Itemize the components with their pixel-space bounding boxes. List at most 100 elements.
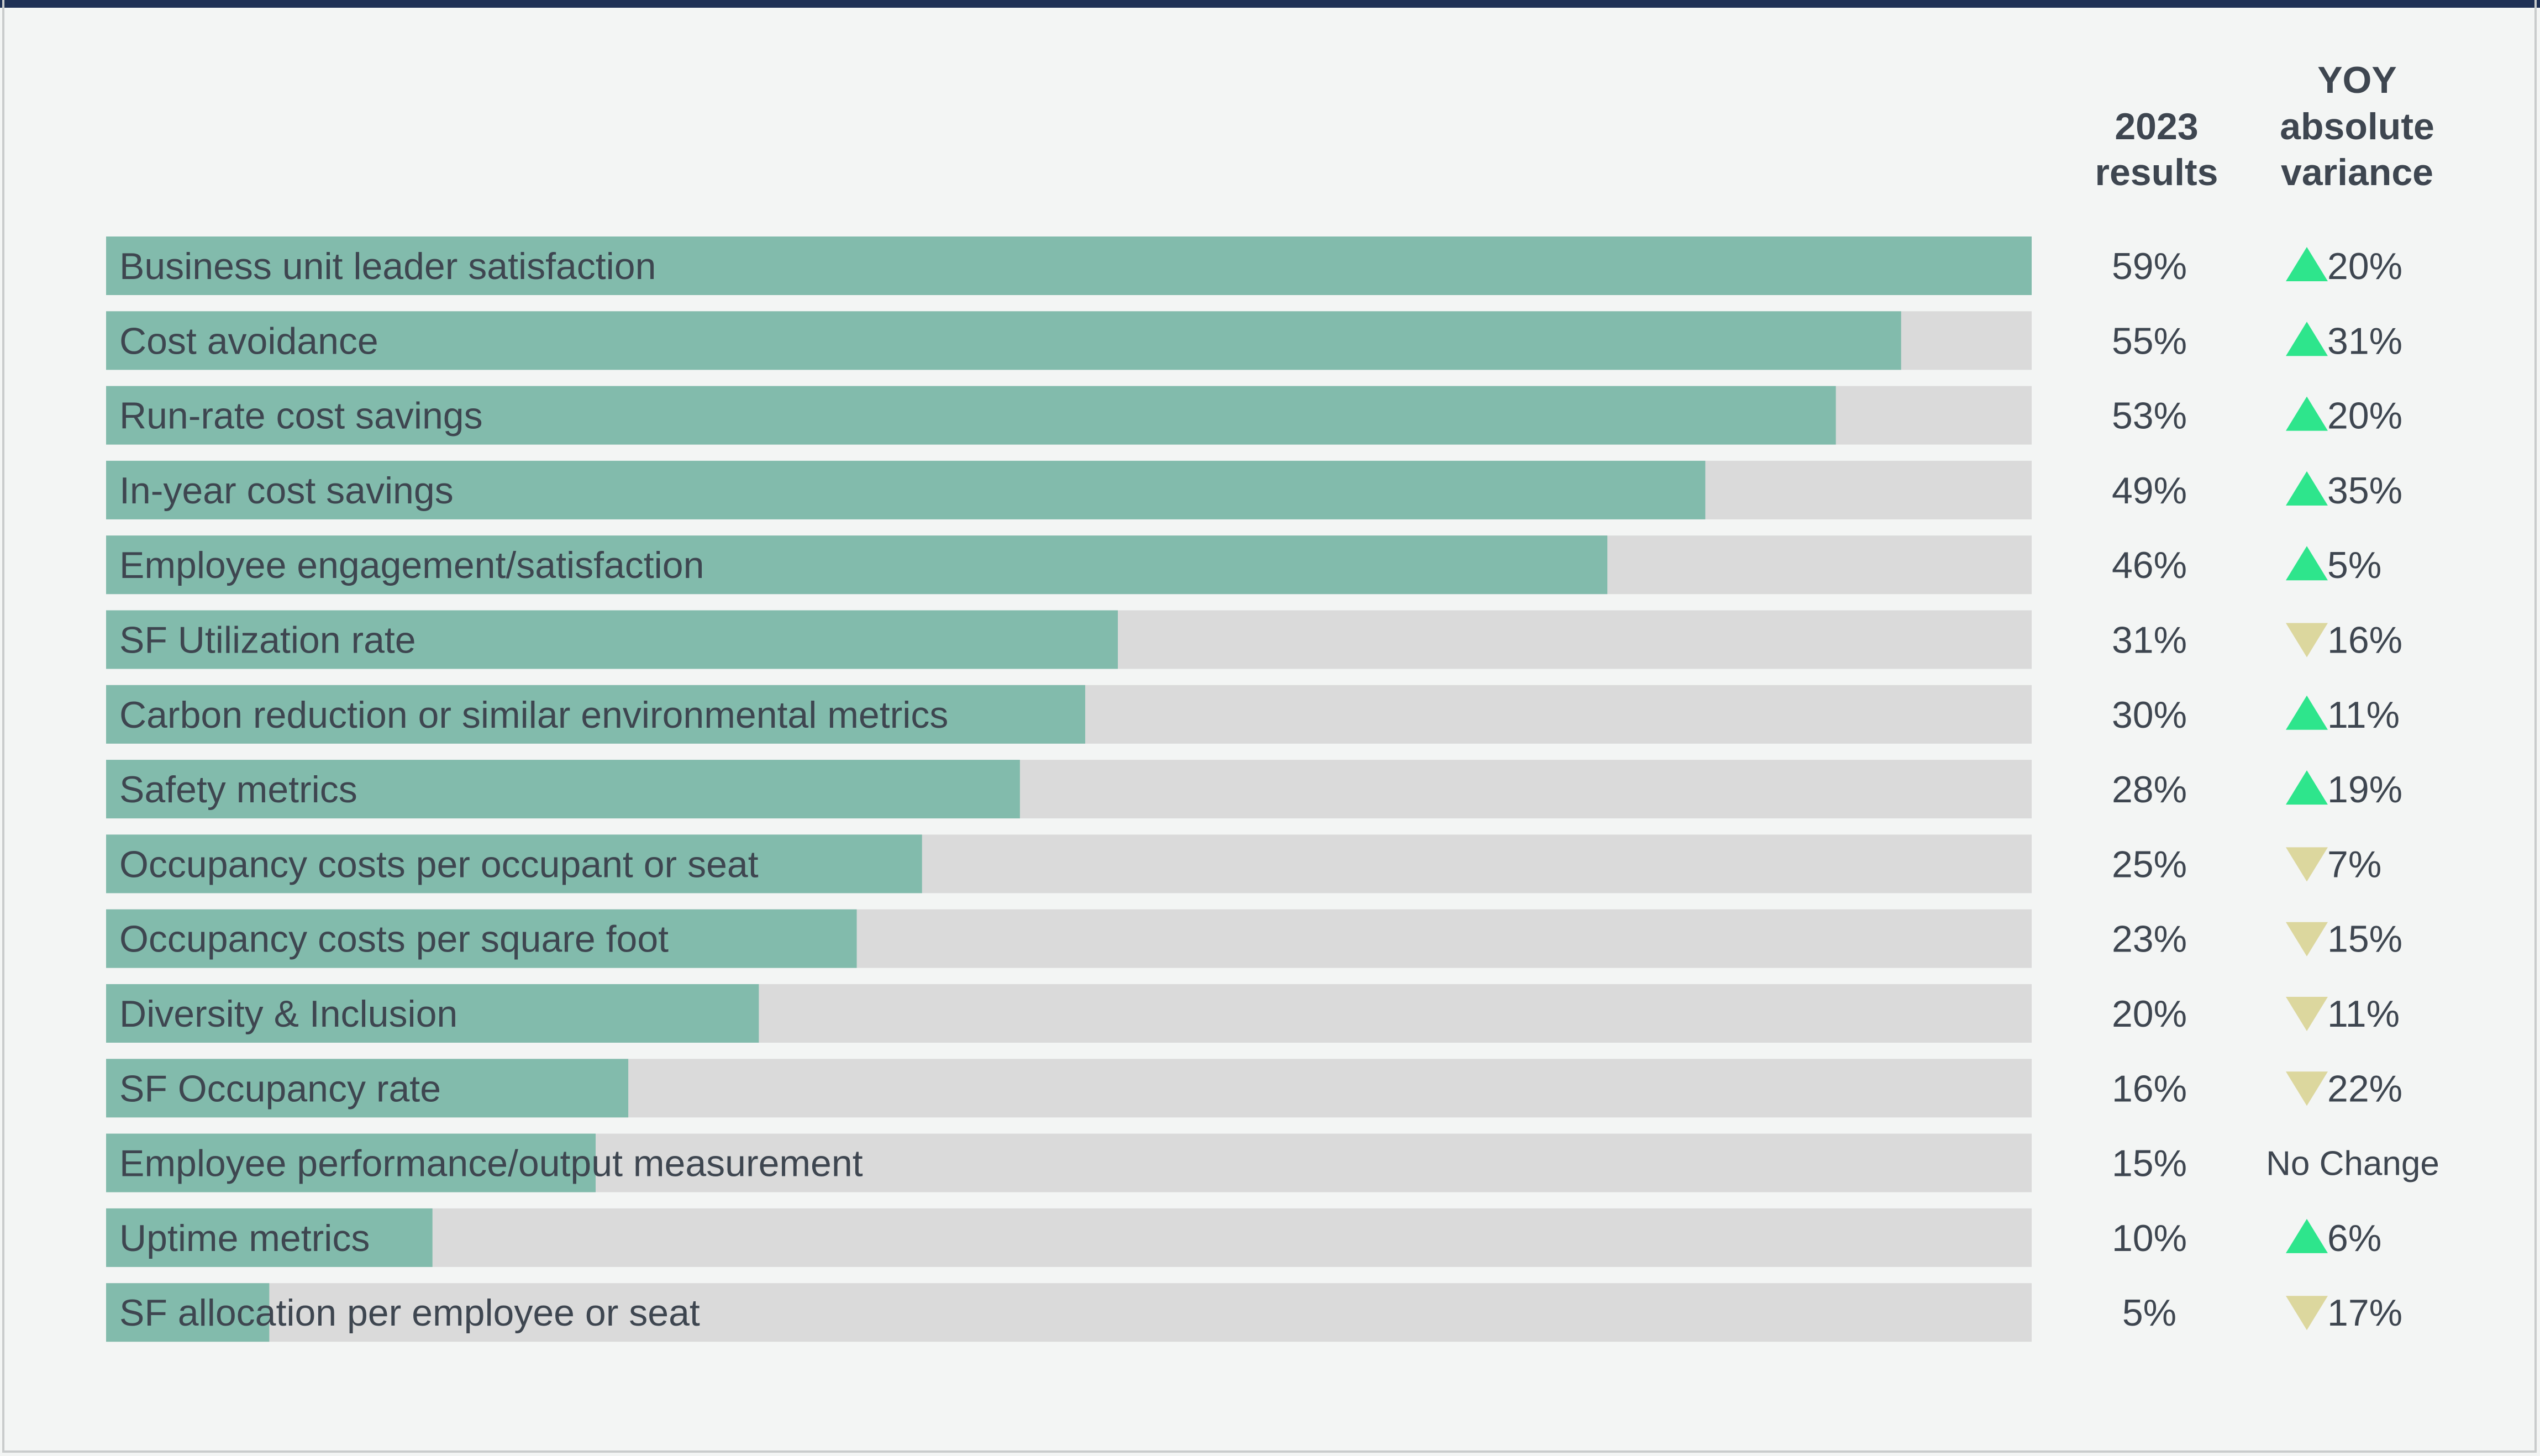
value-label: 16%: [2112, 1068, 2187, 1110]
variance-label: 22%: [2327, 1068, 2402, 1110]
variance-label: 5%: [2327, 544, 2381, 586]
bar-category-label: Carbon reduction or similar environmenta…: [119, 694, 948, 736]
up-arrow-icon: [2286, 396, 2328, 431]
bar-row: SF allocation per employee or seat 5% 17%: [106, 1283, 2402, 1342]
bar: [106, 760, 1020, 819]
bar-category-label: Employee performance/output measurement: [119, 1143, 863, 1185]
bar-row: SF Occupancy rate 16% 22%: [106, 1059, 2402, 1118]
bar-track: [106, 1283, 2032, 1342]
variance-label: 11%: [2327, 993, 2400, 1035]
bar: [106, 1283, 270, 1342]
bar-rows: Business unit leader satisfaction 59% 20% C…: [106, 236, 2439, 1342]
down-arrow-icon: [2286, 847, 2328, 882]
bar: [106, 236, 2032, 295]
bar-category-label: Safety metrics: [119, 769, 357, 811]
bar-category-label: Employee engagement/satisfaction: [119, 544, 704, 586]
bar-row: Occupancy costs per square foot 23% 15%: [106, 909, 2402, 968]
column-headers: 2023 results YOY absolute variance: [2095, 59, 2434, 193]
variance-header-line-2: absolute: [2280, 106, 2434, 148]
variance-label: 20%: [2327, 245, 2402, 287]
bar-row: Business unit leader satisfaction 59% 20%: [106, 236, 2402, 295]
value-label: 23%: [2112, 918, 2187, 960]
variance-label: 31%: [2327, 320, 2402, 362]
up-arrow-icon: [2286, 695, 2328, 730]
bar: [106, 386, 1836, 445]
bar-category-label: In-year cost savings: [119, 470, 454, 512]
bar-row: In-year cost savings 49% 35%: [106, 460, 2402, 519]
bar-category-label: Diversity & Inclusion: [119, 993, 457, 1035]
variance-header-line-3: variance: [2281, 151, 2433, 193]
value-label: 10%: [2112, 1217, 2187, 1259]
variance-label: No Change: [2266, 1145, 2439, 1183]
value-label: 15%: [2112, 1143, 2187, 1185]
up-arrow-icon: [2286, 1218, 2328, 1253]
bar: [106, 460, 1706, 519]
bar: [106, 1133, 596, 1192]
bar: [106, 685, 1086, 744]
down-arrow-icon: [2286, 1296, 2328, 1331]
bar-category-label: Occupancy costs per occupant or seat: [119, 843, 759, 885]
up-arrow-icon: [2286, 770, 2328, 805]
bar-category-label: SF Utilization rate: [119, 619, 416, 661]
bar: [106, 984, 759, 1043]
value-label: 25%: [2112, 843, 2187, 885]
bar: [106, 535, 1608, 595]
bar: [106, 610, 1118, 669]
bar-row: Employee performance/output measurement 1…: [106, 1133, 2439, 1192]
value-label: 20%: [2112, 993, 2187, 1035]
results-header-line-1: 2023: [2115, 106, 2198, 148]
bar-category-label: SF Occupancy rate: [119, 1068, 441, 1110]
bar-category-label: Cost avoidance: [119, 320, 378, 362]
variance-label: 17%: [2327, 1292, 2402, 1334]
value-label: 31%: [2112, 619, 2187, 661]
value-label: 53%: [2112, 395, 2187, 437]
top-accent-rule: [0, 0, 2540, 8]
bar: [106, 311, 1901, 370]
up-arrow-icon: [2286, 546, 2328, 581]
value-label: 46%: [2112, 544, 2187, 586]
bar: [106, 1059, 629, 1118]
up-arrow-icon: [2286, 322, 2328, 356]
down-arrow-icon: [2286, 997, 2328, 1031]
results-header-line-2: results: [2095, 151, 2218, 193]
bar-row: SF Utilization rate 31% 16%: [106, 610, 2402, 669]
bar-row: Diversity & Inclusion 20% 11%: [106, 984, 2400, 1043]
down-arrow-icon: [2286, 623, 2328, 658]
up-arrow-icon: [2286, 247, 2328, 281]
up-arrow-icon: [2286, 471, 2328, 506]
value-label: 30%: [2112, 694, 2187, 736]
bar-category-label: Uptime metrics: [119, 1217, 370, 1259]
down-arrow-icon: [2286, 1071, 2328, 1106]
bar: [106, 1208, 433, 1267]
variance-label: 19%: [2327, 769, 2402, 811]
variance-label: 15%: [2327, 918, 2402, 960]
value-label: 59%: [2112, 245, 2187, 287]
variance-label: 35%: [2327, 470, 2402, 512]
variance-label: 20%: [2327, 395, 2402, 437]
bar-category-label: Business unit leader satisfaction: [119, 245, 656, 287]
bar-row: Occupancy costs per occupant or seat 25% 7…: [106, 834, 2381, 893]
bar-category-label: SF allocation per employee or seat: [119, 1292, 700, 1334]
value-label: 28%: [2112, 769, 2187, 811]
bar: [106, 834, 922, 893]
variance-header-line-1: YOY: [2317, 59, 2397, 101]
bar-category-label: Run-rate cost savings: [119, 395, 483, 437]
bar-row: Employee engagement/satisfaction 46% 5%: [106, 535, 2381, 595]
variance-label: 11%: [2327, 694, 2400, 736]
value-label: 49%: [2112, 470, 2187, 512]
variance-label: 7%: [2327, 843, 2381, 885]
variance-label: 6%: [2327, 1217, 2381, 1259]
bar: [106, 909, 857, 968]
bar-row: Carbon reduction or similar environmenta…: [106, 685, 2400, 744]
bar-row: Cost avoidance 55% 31%: [106, 311, 2402, 370]
bar-row: Uptime metrics 10% 6%: [106, 1208, 2381, 1267]
bar-category-label: Occupancy costs per square foot: [119, 918, 669, 960]
value-label: 5%: [2122, 1292, 2176, 1334]
bar-row: Safety metrics 28% 19%: [106, 760, 2402, 819]
down-arrow-icon: [2286, 922, 2328, 956]
value-label: 55%: [2112, 320, 2187, 362]
bar-row: Run-rate cost savings 53% 20%: [106, 386, 2402, 445]
variance-label: 16%: [2327, 619, 2402, 661]
